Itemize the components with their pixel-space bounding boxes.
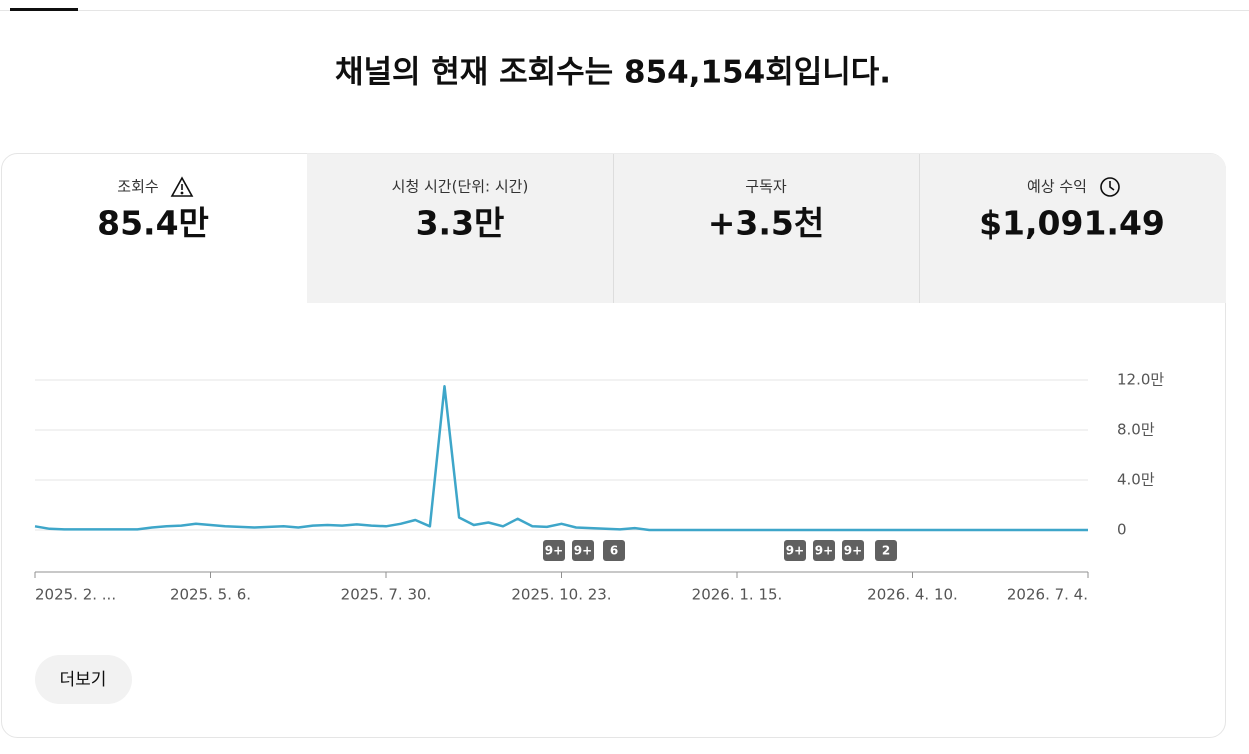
badge-label: 9+ [574, 544, 592, 558]
line-series [34, 385, 1088, 532]
metric-value: 3.3만 [416, 204, 505, 243]
annotation-badge[interactable]: 9+ [543, 540, 565, 561]
metric-value: $1,091.49 [979, 204, 1165, 243]
annotation-badge[interactable]: 6 [603, 540, 625, 561]
annotation-badge[interactable]: 9+ [813, 540, 835, 561]
metric-value: 85.4만 [97, 204, 209, 243]
badge-label: 9+ [786, 544, 804, 558]
badge-label: 9+ [844, 544, 862, 558]
clock-icon [1100, 177, 1120, 197]
badge-label: 2 [882, 544, 890, 558]
metric-label: 구독자 [745, 178, 787, 196]
metric-tab[interactable]: 시청 시간(단위: 시간) 3.3만 [392, 178, 529, 243]
badge-bg [875, 540, 897, 561]
metric-tab[interactable]: 조회수 85.4만 [97, 176, 209, 243]
annotation-badge[interactable]: 2 [875, 540, 897, 561]
more-button[interactable]: 더보기 [35, 655, 132, 704]
y-tick-label: 4.0만 [1117, 471, 1155, 489]
annotation-badge[interactable]: 9+ [572, 540, 594, 561]
badge-label: 9+ [815, 544, 833, 558]
warning-icon [170, 176, 194, 197]
y-tick-label: 12.0만 [1117, 371, 1164, 389]
x-tick-label: 2025. 2. ... [35, 586, 116, 604]
metric-label: 예상 수익 [1027, 178, 1087, 196]
x-tick-label: 2026. 7. 4. [1007, 586, 1088, 604]
page-title: 채널의 현재 조회수는 854,154회입니다. [335, 55, 891, 91]
metric-label: 조회수 [117, 178, 158, 196]
x-tick-label: 2025. 10. 23. [511, 586, 611, 604]
badge-bg [543, 540, 565, 561]
chart: 0 4.0만 8.0만 12.0만 2025. 2. ... 2025. 5. 6. 202… [34, 371, 1164, 604]
y-tick-label: 8.0만 [1117, 421, 1155, 439]
metric-tab[interactable]: 구독자 +3.5천 [708, 178, 824, 243]
metric-tab[interactable]: 예상 수익 $1,091.49 [979, 177, 1165, 243]
x-tick-label: 2026. 4. 10. [867, 586, 958, 604]
badge-bg [572, 540, 594, 561]
badge-bg [784, 540, 806, 561]
badge-label: 9+ [545, 544, 563, 558]
tab-bg [307, 153, 1226, 303]
x-tick-label: 2025. 7. 30. [341, 586, 432, 604]
x-tick-label: 2026. 1. 15. [692, 586, 783, 604]
annotation-badge[interactable]: 9+ [842, 540, 864, 561]
badge-bg [813, 540, 835, 561]
button-label: 더보기 [60, 670, 107, 690]
badge-bg [842, 540, 864, 561]
annotation-badge[interactable]: 9+ [784, 540, 806, 561]
button-bg [35, 655, 132, 704]
badge-bg [603, 540, 625, 561]
metric-label: 시청 시간(단위: 시간) [392, 178, 529, 196]
badge-label: 6 [610, 544, 618, 558]
tab-indicator [10, 8, 78, 11]
x-tick-label: 2025. 5. 6. [170, 586, 251, 604]
y-tick-label: 0 [1117, 521, 1127, 539]
metric-value: +3.5천 [708, 204, 824, 243]
